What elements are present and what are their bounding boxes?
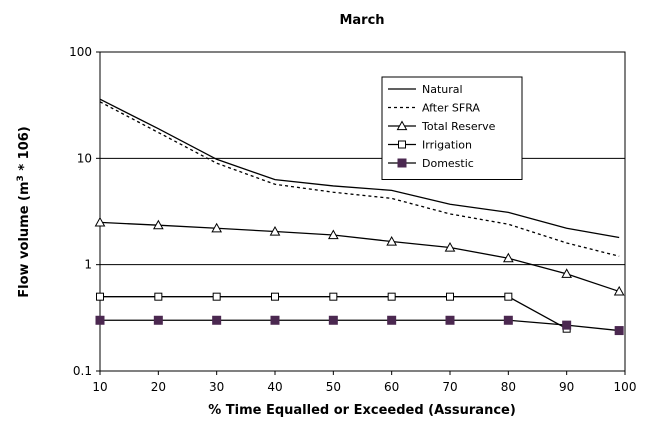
y-tick-label: 100 [69, 45, 92, 59]
data-point-square-open [154, 292, 163, 301]
y-tick-label: 0.1 [73, 364, 92, 378]
series-irrigation [96, 292, 571, 333]
data-point-square-filled [328, 315, 338, 325]
y-tick-label: 10 [77, 151, 92, 165]
legend: Natural After SFRA Total Reserve Irrigation… [381, 76, 523, 180]
series-line [99, 98, 620, 239]
series-line [99, 221, 620, 293]
series-layer [94, 98, 625, 336]
x-tick-label: 100 [614, 380, 637, 394]
series-domestic [95, 315, 624, 336]
legend-label: After SFRA [422, 102, 480, 115]
legend-item: Irrigation [388, 139, 472, 152]
legend-label: Total Reserve [421, 120, 496, 133]
series-total-reserve [94, 216, 625, 296]
legend-item: After SFRA [388, 102, 480, 115]
legend-label: Natural [422, 83, 463, 96]
x-axis-label: % Time Equalled or Exceeded (Assurance) [208, 403, 516, 418]
x-tick-label: 50 [326, 380, 341, 394]
data-point-square-filled [397, 158, 407, 168]
data-point-triangle [444, 241, 456, 252]
legend-label: Irrigation [422, 139, 472, 152]
data-point-square-open [96, 292, 104, 301]
series-line [100, 319, 620, 332]
data-point-triangle [211, 222, 223, 233]
legend-label: Domestic [422, 157, 474, 170]
x-tick-label: 90 [559, 380, 574, 394]
data-point-square-open [504, 292, 513, 301]
x-tick-label: 80 [501, 380, 516, 394]
series-after-sfra [99, 101, 620, 257]
data-point-square-filled [614, 326, 624, 336]
data-point-square-filled [270, 315, 280, 325]
data-point-triangle [327, 229, 339, 240]
data-point-square-filled [212, 315, 222, 325]
data-point-square-open [387, 292, 396, 301]
data-point-square-filled [95, 315, 105, 325]
chart-title: March [339, 13, 384, 28]
x-tick-label: 60 [384, 380, 399, 394]
x-tick-label: 10 [92, 380, 107, 394]
x-axis-ticks: 10 20 30 40 50 60 70 80 90 100 [92, 371, 636, 394]
series-line [99, 101, 620, 257]
legend-item: Total Reserve [388, 120, 496, 133]
data-point-square-filled [503, 315, 513, 325]
data-point-square-filled [387, 315, 397, 325]
data-point-triangle [152, 219, 164, 230]
data-point-triangle [502, 252, 514, 263]
x-tick-label: 20 [151, 380, 166, 394]
data-point-square-filled [445, 315, 455, 325]
data-point-square-open [271, 292, 279, 301]
data-point-triangle [613, 285, 625, 296]
data-point-triangle [94, 216, 106, 227]
y-tick-label: 1 [84, 258, 92, 272]
data-point-square-filled [562, 320, 572, 330]
data-point-triangle [269, 225, 281, 236]
y-axis-label-main: Flow volume (m [17, 181, 32, 297]
data-point-square-open [329, 292, 338, 301]
legend-item: Natural [388, 83, 463, 96]
series-natural [99, 98, 620, 239]
plot-area-frame [99, 51, 626, 372]
y-axis-ticks: 0.1 1 10 100 [69, 45, 100, 378]
data-point-square-filled [153, 315, 163, 325]
data-point-triangle [396, 120, 408, 131]
y-axis-label-tail: * 106) [17, 126, 32, 175]
data-point-triangle [386, 236, 398, 246]
y-axis-label: Flow volume (m3 * 106) [16, 126, 32, 298]
legend-item: Domestic [388, 157, 474, 170]
x-tick-label: 40 [267, 380, 282, 394]
x-tick-label: 30 [209, 380, 224, 394]
data-point-square-open [398, 140, 406, 149]
data-point-square-open [212, 292, 221, 301]
data-point-triangle [561, 268, 573, 278]
y-axis-label-superscript: 3 [16, 175, 26, 181]
data-point-square-open [446, 292, 454, 301]
x-tick-label: 70 [442, 380, 457, 394]
